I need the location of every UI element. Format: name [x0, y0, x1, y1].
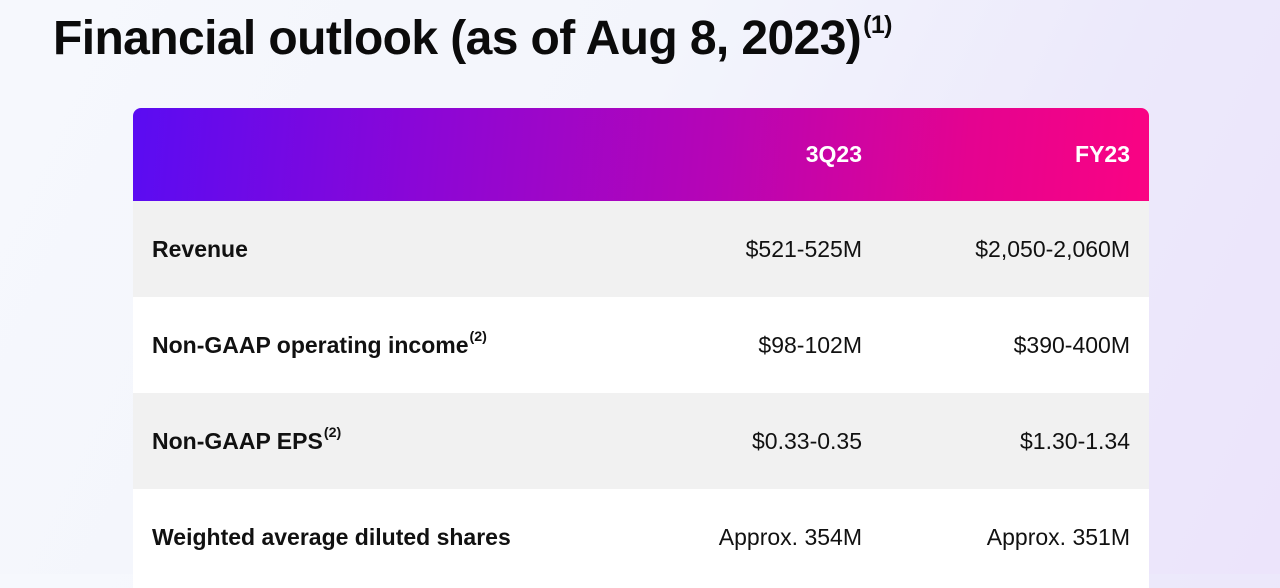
row-value-fy23: $390-400M	[1013, 331, 1130, 358]
row-value-fy23: Approx. 351M	[986, 523, 1130, 550]
row-value-3q23: $0.33-0.35	[752, 427, 862, 454]
table-header: 3Q23 FY23	[133, 108, 1149, 201]
row-label-footnote: (2)	[469, 329, 487, 346]
table-row-diluted-shares: Weighted average diluted shares Approx. …	[133, 489, 1149, 585]
row-label-text: Weighted average diluted shares	[152, 523, 511, 550]
row-value-3q23: Approx. 354M	[718, 523, 862, 550]
table-row-operating-income: Non-GAAP operating income (2) $98-102M $3…	[133, 297, 1149, 393]
row-label-footnote: (2)	[323, 425, 342, 442]
row-label: Weighted average diluted shares	[152, 489, 512, 585]
row-label-text: Non-GAAP operating income	[152, 331, 469, 358]
row-label: Non-GAAP EPS (2)	[152, 393, 341, 489]
row-label: Revenue	[152, 201, 249, 297]
header-3q23: 3Q23	[805, 141, 862, 167]
page-title: Financial outlook (as of Aug 8, 2023)(1)	[53, 8, 892, 77]
row-label-text: Non-GAAP EPS	[152, 427, 323, 454]
financial-outlook-table: 3Q23 FY23 Revenue $521-525M $2,050-2,060…	[133, 108, 1149, 588]
row-label: Non-GAAP operating income (2)	[152, 297, 487, 393]
title-footnote: (1)	[863, 10, 892, 39]
table-row-eps: Non-GAAP EPS (2) $0.33-0.35 $1.30-1.34	[133, 393, 1149, 489]
row-value-3q23: $521-525M	[745, 235, 862, 262]
row-value-fy23: $2,050-2,060M	[975, 235, 1130, 262]
row-label-text: Revenue	[152, 235, 248, 262]
page-title-text: Financial outlook (as of Aug 8, 2023)	[53, 12, 862, 65]
row-value-3q23: $98-102M	[758, 331, 862, 358]
table-row-revenue: Revenue $521-525M $2,050-2,060M	[133, 201, 1149, 297]
row-value-fy23: $1.30-1.34	[1020, 427, 1130, 454]
header-fy23: FY23	[1075, 141, 1130, 167]
